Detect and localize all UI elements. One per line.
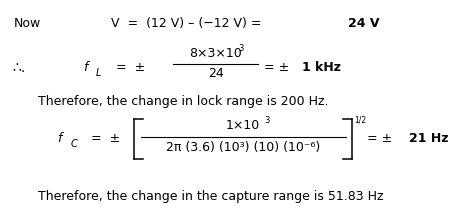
Text: Therefore, the change in lock range is 200 Hz.: Therefore, the change in lock range is 2… bbox=[38, 95, 328, 107]
Text: 1×10: 1×10 bbox=[226, 119, 260, 132]
Text: =  ±: = ± bbox=[108, 61, 146, 74]
Text: f: f bbox=[57, 132, 61, 145]
Text: f: f bbox=[83, 61, 87, 74]
Text: = ±: = ± bbox=[264, 61, 289, 74]
Text: 8×3×10: 8×3×10 bbox=[189, 47, 242, 60]
Text: Therefore, the change in the capture range is 51.83 Hz: Therefore, the change in the capture ran… bbox=[38, 190, 383, 203]
Text: L: L bbox=[96, 68, 101, 78]
Text: 24: 24 bbox=[208, 67, 224, 80]
Text: = ±: = ± bbox=[367, 132, 392, 145]
Text: 24 V: 24 V bbox=[348, 17, 380, 30]
Text: =  ±: = ± bbox=[83, 132, 120, 145]
Text: C: C bbox=[70, 139, 77, 149]
Text: ∴.: ∴. bbox=[12, 61, 25, 75]
Text: 3: 3 bbox=[264, 116, 270, 125]
Text: Now: Now bbox=[14, 17, 41, 30]
Text: 21 Hz: 21 Hz bbox=[409, 132, 448, 145]
Text: 2π (3.6) (10³) (10) (10⁻⁶): 2π (3.6) (10³) (10) (10⁻⁶) bbox=[166, 141, 320, 154]
Text: 3: 3 bbox=[238, 44, 243, 53]
Text: 1 kHz: 1 kHz bbox=[302, 61, 341, 74]
Text: V  =  (12 V) – (−12 V) =: V = (12 V) – (−12 V) = bbox=[111, 17, 266, 30]
Text: 1/2: 1/2 bbox=[355, 116, 367, 125]
